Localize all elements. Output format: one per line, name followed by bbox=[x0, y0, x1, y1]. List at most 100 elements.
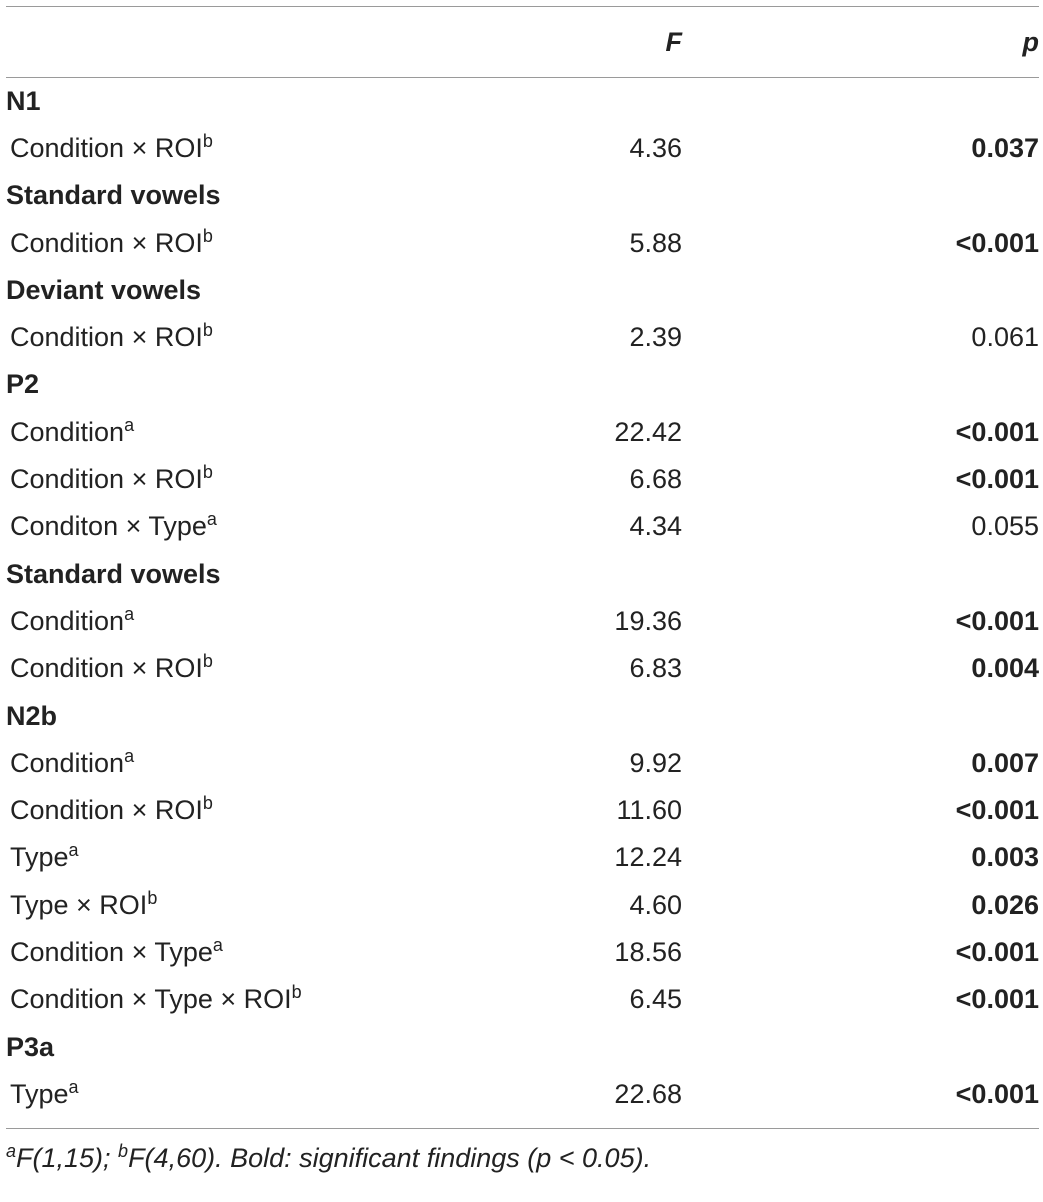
p-value: 0.004 bbox=[971, 653, 1039, 684]
effect-superscript: b bbox=[202, 651, 213, 672]
effect-label: Condition × ROI bbox=[10, 464, 203, 495]
effect-cell: Condition × ROIb bbox=[6, 219, 606, 266]
p-value: 0.037 bbox=[971, 132, 1039, 163]
section-row: P3a bbox=[6, 1023, 1039, 1070]
footnote-a-text: F(1,15); bbox=[16, 1143, 119, 1174]
f-value: 4.36 bbox=[629, 132, 682, 163]
effect-superscript: a bbox=[124, 745, 135, 766]
effect-superscript: a bbox=[68, 840, 79, 861]
f-value: 19.36 bbox=[614, 605, 682, 636]
header-label bbox=[6, 7, 606, 78]
table-row: Type × ROIb 4.60 0.026 bbox=[6, 882, 1039, 929]
f-value: 6.45 bbox=[629, 984, 682, 1015]
bottom-rule bbox=[6, 1128, 1039, 1130]
effect-cell: Conditiona bbox=[6, 740, 606, 787]
effect-superscript: a bbox=[212, 934, 223, 955]
header-f: F bbox=[665, 26, 683, 57]
table-row: Conditiona 22.42 <0.001 bbox=[6, 409, 1039, 456]
section-row: P2 bbox=[6, 361, 1039, 408]
p-value: <0.001 bbox=[955, 1078, 1039, 1109]
f-value: 4.60 bbox=[629, 889, 682, 920]
table-row: Typea 12.24 0.003 bbox=[6, 834, 1039, 881]
effect-label: Condition × ROI bbox=[10, 132, 203, 163]
stats-table: F p N1 Condition × ROIb 4.36 0.037 Standard … bbox=[6, 7, 1039, 1118]
p-value: <0.001 bbox=[955, 795, 1039, 826]
f-value: 11.60 bbox=[616, 795, 682, 826]
effect-superscript: b bbox=[202, 793, 213, 814]
effect-superscript: b bbox=[202, 225, 213, 246]
section-row: N1 bbox=[6, 78, 1039, 125]
p-value: 0.026 bbox=[971, 889, 1039, 920]
effect-cell: Condition × ROIb bbox=[6, 456, 606, 503]
header-p: p bbox=[1022, 26, 1040, 57]
section-row: N2b bbox=[6, 692, 1039, 739]
table-row: Condition × ROIb 2.39 0.061 bbox=[6, 314, 1039, 361]
p-value: <0.001 bbox=[955, 464, 1039, 495]
effect-superscript: b bbox=[291, 982, 302, 1003]
effect-label: Condition bbox=[10, 605, 125, 636]
stats-table-container: F p N1 Condition × ROIb 4.36 0.037 Standard … bbox=[6, 6, 1043, 1174]
effect-label: Conditon × Type bbox=[10, 511, 207, 542]
f-value: 6.68 bbox=[629, 464, 682, 495]
f-value: 4.34 bbox=[629, 511, 682, 542]
table-body: N1 Condition × ROIb 4.36 0.037 Standard vowe… bbox=[6, 78, 1039, 1119]
table-row: Condition × Type × ROIb 6.45 <0.001 bbox=[6, 976, 1039, 1023]
header-row: F p bbox=[6, 7, 1039, 78]
table-row: Condition × ROIb 11.60 <0.001 bbox=[6, 787, 1039, 834]
section-title: Standard vowels bbox=[6, 558, 221, 589]
footnote-b-text: F(4,60). Bold: significant findings (p <… bbox=[128, 1143, 652, 1174]
p-value: 0.003 bbox=[971, 842, 1039, 873]
f-value: 22.42 bbox=[614, 416, 682, 447]
effect-cell: Typea bbox=[6, 1071, 606, 1118]
effect-superscript: b bbox=[202, 462, 213, 483]
effect-cell: Type × ROIb bbox=[6, 882, 606, 929]
section-row: Deviant vowels bbox=[6, 267, 1039, 314]
p-value: 0.055 bbox=[971, 511, 1039, 542]
p-value: <0.001 bbox=[955, 227, 1039, 258]
table-row: Condition × ROIb 6.83 0.004 bbox=[6, 645, 1039, 692]
effect-cell: Conditiona bbox=[6, 409, 606, 456]
effect-superscript: a bbox=[124, 603, 135, 624]
effect-cell: Condition × ROIb bbox=[6, 787, 606, 834]
effect-label: Condition bbox=[10, 416, 125, 447]
table-row: Conditiona 9.92 0.007 bbox=[6, 740, 1039, 787]
f-value: 9.92 bbox=[629, 747, 682, 778]
top-rule bbox=[6, 6, 1039, 7]
section-title: N2b bbox=[6, 700, 58, 731]
effect-cell: Conditon × Typea bbox=[6, 503, 606, 550]
p-value: 0.007 bbox=[971, 747, 1039, 778]
effect-superscript: a bbox=[206, 509, 217, 530]
effect-cell: Condition × ROIb bbox=[6, 645, 606, 692]
table-row: Condition × ROIb 4.36 0.037 bbox=[6, 125, 1039, 172]
p-value: <0.001 bbox=[955, 984, 1039, 1015]
f-value: 2.39 bbox=[629, 322, 682, 353]
effect-label: Condition bbox=[10, 747, 125, 778]
effect-label: Condition × Type × ROI bbox=[10, 984, 292, 1015]
f-value: 5.88 bbox=[629, 227, 682, 258]
effect-label: Condition × Type bbox=[10, 936, 213, 967]
effect-label: Condition × ROI bbox=[10, 653, 203, 684]
effect-superscript: b bbox=[202, 130, 213, 151]
effect-cell: Conditiona bbox=[6, 598, 606, 645]
f-value: 12.24 bbox=[614, 842, 682, 873]
effect-label: Condition × ROI bbox=[10, 322, 203, 353]
effect-label: Type bbox=[10, 842, 69, 873]
effect-superscript: a bbox=[124, 414, 135, 435]
effect-superscript: b bbox=[202, 320, 213, 341]
footnote-a-sup: a bbox=[6, 1141, 17, 1162]
p-value: <0.001 bbox=[955, 416, 1039, 447]
table-row: Condition × ROIb 5.88 <0.001 bbox=[6, 219, 1039, 266]
f-value: 6.83 bbox=[629, 653, 682, 684]
effect-label: Type bbox=[10, 1078, 69, 1109]
section-title: P2 bbox=[6, 369, 40, 400]
f-value: 22.68 bbox=[614, 1078, 682, 1109]
p-value: <0.001 bbox=[955, 936, 1039, 967]
footnote-b-sup: b bbox=[118, 1141, 129, 1162]
effect-cell: Typea bbox=[6, 834, 606, 881]
effect-label: Condition × ROI bbox=[10, 795, 203, 826]
effect-cell: Condition × Typea bbox=[6, 929, 606, 976]
section-row: Standard vowels bbox=[6, 550, 1039, 597]
p-value: 0.061 bbox=[971, 322, 1039, 353]
p-value: <0.001 bbox=[955, 605, 1039, 636]
section-title: Standard vowels bbox=[6, 180, 221, 211]
